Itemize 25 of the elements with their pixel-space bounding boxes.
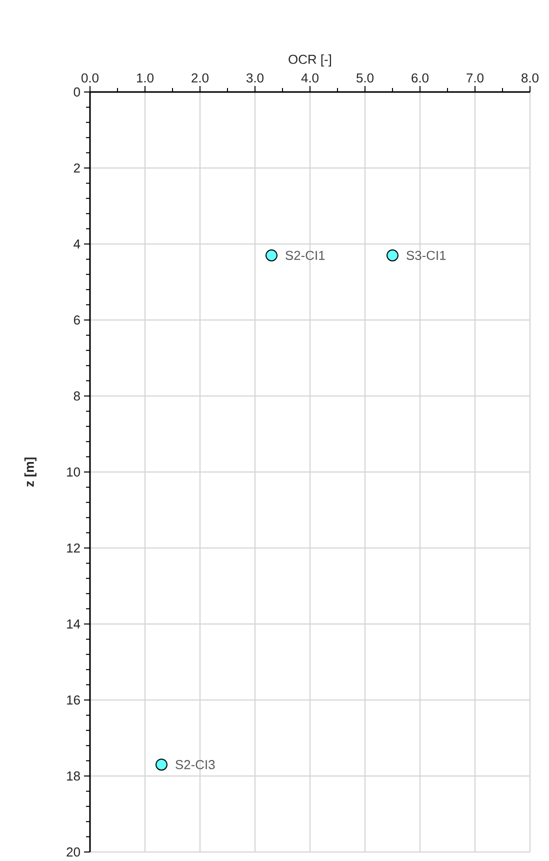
x-tick-label: 7.0 bbox=[466, 73, 484, 83]
x-tick-label: 8.0 bbox=[522, 73, 538, 83]
x-tick-label: 0.0 bbox=[82, 73, 99, 83]
y-tick-label: 0 bbox=[74, 87, 80, 97]
y-tick-label: 14 bbox=[67, 620, 80, 628]
x-tick-label: 2.0 bbox=[192, 73, 208, 83]
y-tick-label: 16 bbox=[67, 695, 80, 705]
x-tick-label: 4.0 bbox=[301, 73, 318, 83]
x-tick-label: 1.0 bbox=[136, 73, 154, 83]
x-tick-label: 5.0 bbox=[356, 73, 374, 83]
x-axis-title: OCR [-] bbox=[288, 54, 332, 66]
y-axis-title: z [m] bbox=[24, 458, 36, 487]
y-tick-label: 12 bbox=[67, 543, 80, 553]
x-tick-label: 6.0 bbox=[412, 73, 428, 83]
annotation: S3-CI1 bbox=[406, 250, 446, 260]
annotation: S2-CI1 bbox=[286, 250, 325, 260]
x-tick-label: 3.0 bbox=[246, 73, 264, 83]
y-tick-label: 18 bbox=[67, 771, 80, 781]
y-tick-label: 20 bbox=[66, 847, 80, 857]
annotation: S2-CI3 bbox=[176, 760, 215, 770]
y-tick-label: 6 bbox=[74, 315, 80, 325]
y-tick-label: 2 bbox=[74, 163, 80, 173]
y-tick-label: 10 bbox=[67, 467, 80, 477]
y-tick-label: 8 bbox=[74, 391, 80, 401]
y-tick-label: 4 bbox=[74, 240, 80, 248]
